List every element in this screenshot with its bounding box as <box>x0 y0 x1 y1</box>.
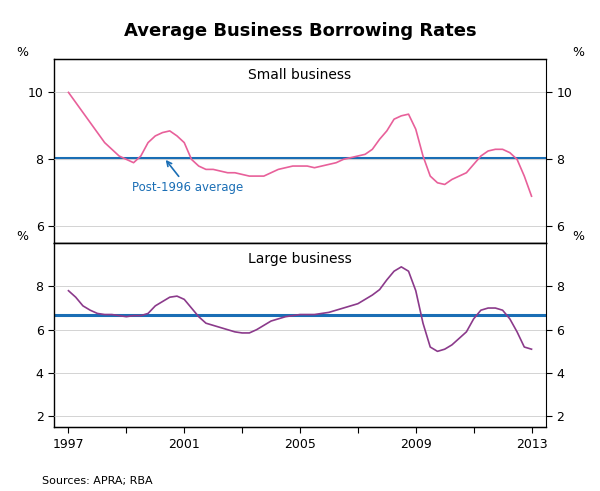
Text: Sources: APRA; RBA: Sources: APRA; RBA <box>42 476 152 486</box>
Text: %: % <box>572 230 584 243</box>
Text: Small business: Small business <box>248 68 352 82</box>
Text: %: % <box>16 46 28 59</box>
Text: Post-1996 average: Post-1996 average <box>132 162 244 194</box>
Text: %: % <box>572 46 584 59</box>
Text: Large business: Large business <box>248 252 352 266</box>
Text: Average Business Borrowing Rates: Average Business Borrowing Rates <box>124 22 476 40</box>
Text: %: % <box>16 230 28 243</box>
